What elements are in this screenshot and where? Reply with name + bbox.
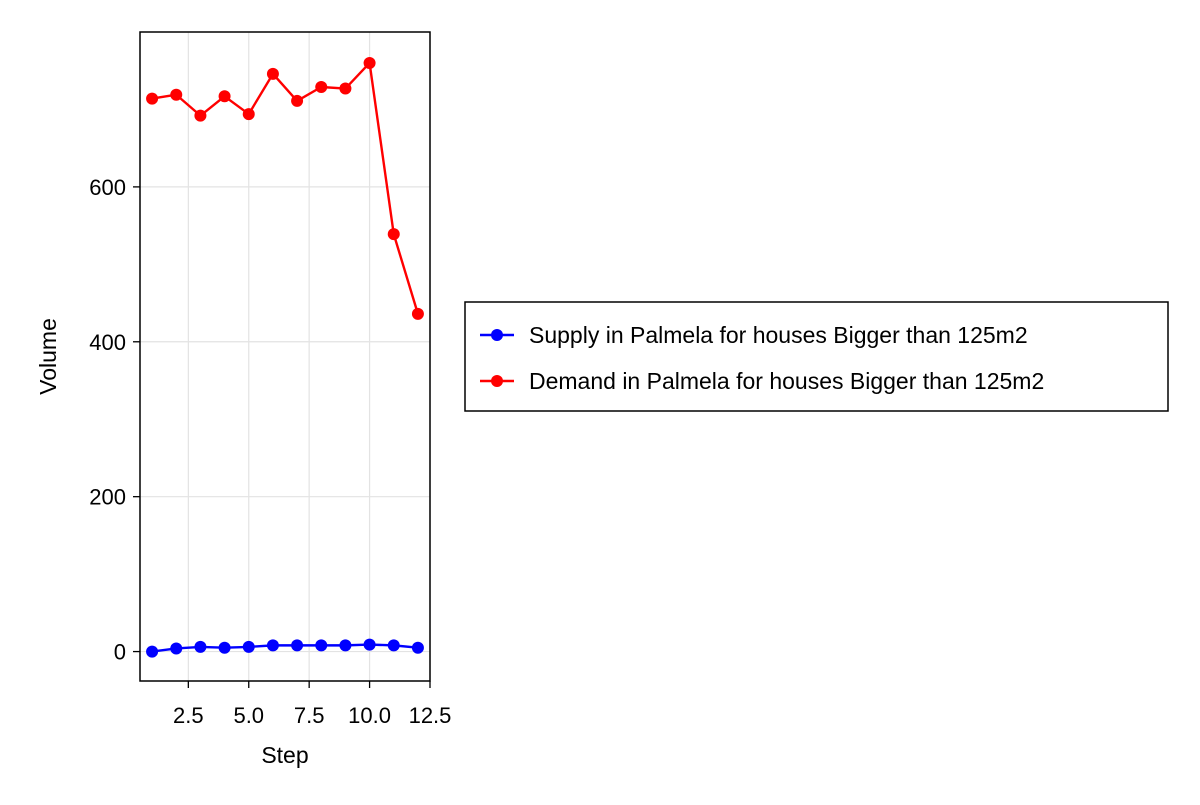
data-point: [170, 88, 183, 101]
series-0: [146, 638, 424, 658]
x-axis-label: Step: [261, 742, 308, 768]
data-point: [339, 639, 352, 652]
data-point: [291, 639, 304, 652]
y-tick-label: 0: [114, 640, 126, 665]
legend-label: Supply in Palmela for houses Bigger than…: [529, 322, 1028, 348]
data-point: [266, 67, 279, 80]
x-tick-label: 2.5: [173, 703, 204, 728]
legend-item: Demand in Palmela for houses Bigger than…: [480, 368, 1044, 394]
x-tick-label: 7.5: [294, 703, 325, 728]
data-point: [194, 640, 207, 653]
data-point: [218, 90, 231, 103]
data-point: [218, 641, 231, 654]
data-point: [194, 109, 207, 122]
plot-frame: [139, 31, 431, 682]
data-point: [266, 639, 279, 652]
data-point: [291, 94, 304, 107]
y-tick-label: 400: [89, 330, 126, 355]
data-point: [363, 56, 376, 69]
series-layer: [146, 56, 424, 658]
legend-box: [464, 301, 1169, 412]
data-point: [411, 641, 424, 654]
y-tick-label: 200: [89, 485, 126, 510]
series-1: [146, 56, 424, 320]
y-tick-label: 600: [89, 175, 126, 200]
data-point: [242, 108, 255, 121]
data-point: [339, 82, 352, 95]
data-point: [315, 80, 328, 93]
y-axis-label: Volume: [35, 318, 61, 395]
legend-label: Demand in Palmela for houses Bigger than…: [529, 368, 1044, 394]
legend-marker: [491, 329, 503, 341]
data-point: [387, 228, 400, 241]
x-tick-label: 12.5: [409, 703, 452, 728]
legend-item: Supply in Palmela for houses Bigger than…: [480, 322, 1028, 348]
x-tick-label: 10.0: [348, 703, 391, 728]
data-point: [315, 639, 328, 652]
series-line: [151, 643, 419, 653]
data-point: [242, 640, 255, 653]
data-point: [146, 92, 159, 105]
data-point: [387, 639, 400, 652]
x-tick-label: 5.0: [233, 703, 264, 728]
grid: [140, 32, 431, 681]
data-point: [146, 645, 159, 658]
data-point: [170, 642, 183, 655]
legend-marker: [491, 375, 503, 387]
legend: Supply in Palmela for houses Bigger than…: [464, 301, 1169, 412]
data-point: [411, 307, 424, 320]
series-line: [151, 61, 420, 315]
axis-ticks: 2.5 5.0 7.5 10.0 12.5 0 200 400 600: [89, 175, 451, 728]
data-point: [363, 638, 376, 651]
